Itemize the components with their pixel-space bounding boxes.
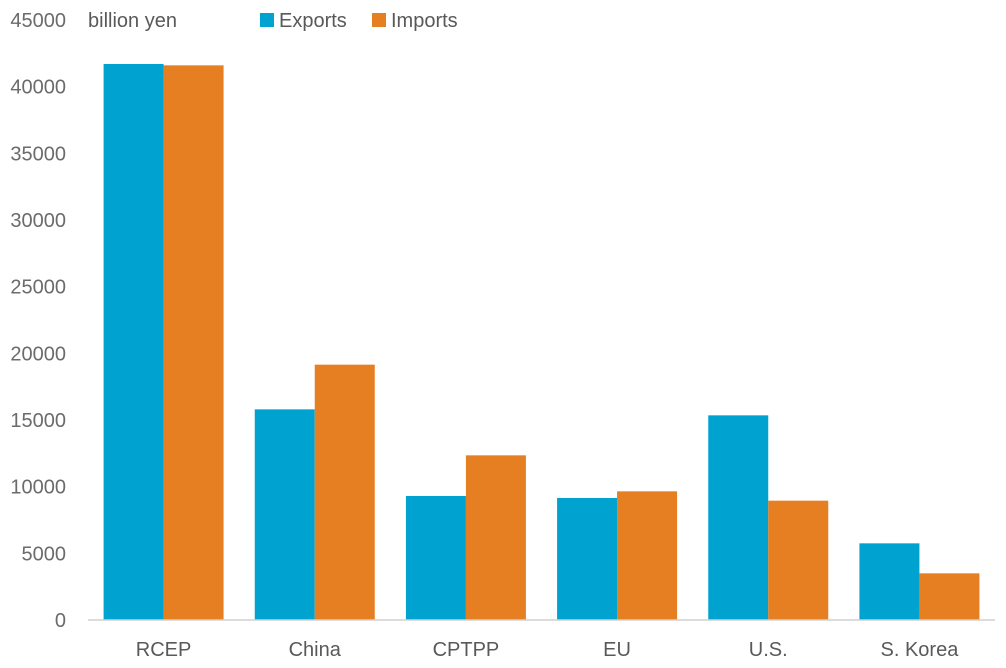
x-axis-labels: RCEP China CPTPP EU U.S. S. Korea <box>136 639 959 661</box>
y-tick-label: 40000 <box>10 77 66 99</box>
bar-exports-rcep <box>103 64 164 620</box>
bar-imports-eu <box>617 491 678 620</box>
y-tick-label: 5000 <box>22 543 67 565</box>
bar-imports-china <box>314 364 375 620</box>
y-tick-label: 0 <box>55 610 66 632</box>
y-tick-label: 30000 <box>10 210 66 232</box>
x-tick-label: China <box>289 639 342 661</box>
bar-imports-s-korea <box>919 573 980 620</box>
x-tick-label: EU <box>603 639 631 661</box>
x-tick-label: S. Korea <box>881 639 960 661</box>
bar-imports-u-s <box>768 500 829 620</box>
y-tick-label: 10000 <box>10 477 66 499</box>
bars <box>103 64 980 621</box>
y-tick-label: 35000 <box>10 143 66 165</box>
bar-exports-eu <box>557 498 618 620</box>
legend-label-imports: Imports <box>391 10 458 32</box>
y-axis-ticks: 0 5000 10000 15000 20000 25000 30000 35000 40000… <box>10 10 66 632</box>
legend-swatch-imports <box>372 13 386 27</box>
legend-label-exports: Exports <box>279 10 347 32</box>
y-tick-label: 20000 <box>10 343 66 365</box>
legend: Exports Imports <box>260 10 458 32</box>
legend-swatch-exports <box>260 13 274 27</box>
x-tick-label: U.S. <box>749 639 788 661</box>
y-tick-label: 25000 <box>10 277 66 299</box>
y-tick-label: 45000 <box>10 10 66 32</box>
bar-exports-s-korea <box>859 543 920 620</box>
bar-imports-rcep <box>163 65 224 621</box>
y-tick-label: 15000 <box>10 410 66 432</box>
bar-exports-china <box>254 409 315 620</box>
x-tick-label: CPTPP <box>433 639 500 661</box>
x-tick-label: RCEP <box>136 639 192 661</box>
bar-exports-cptpp <box>405 496 466 620</box>
y-axis-unit-label: billion yen <box>88 10 177 32</box>
bar-imports-cptpp <box>465 455 526 620</box>
bar-exports-u-s <box>708 415 769 620</box>
